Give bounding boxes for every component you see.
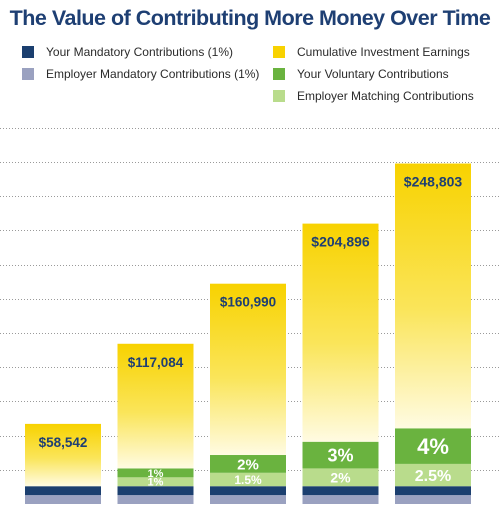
bar-segment-employer-mandatory (210, 495, 286, 504)
voluntary-percent-label: 2% (237, 456, 259, 473)
bar-segment-employer-mandatory (395, 495, 471, 504)
chart-title: The Value of Contributing More Money Ove… (9, 6, 491, 30)
legend-swatch-your-mandatory (22, 46, 34, 58)
bar-segment-your-mandatory (25, 486, 101, 496)
legend-swatch-matching (273, 90, 285, 102)
legend-label-employer-mandatory: Employer Mandatory Contributions (1%) (46, 67, 260, 81)
bar-segment-employer-mandatory (302, 495, 379, 504)
bar-segment-matching (395, 463, 471, 487)
matching-percent-label: 2% (330, 469, 351, 485)
bar-total-label: $248,803 (404, 174, 463, 190)
bar-segment-your-mandatory (395, 486, 471, 496)
bar-total-label: $160,990 (220, 295, 276, 310)
legend-label-your-mandatory: Your Mandatory Contributions (1%) (46, 45, 233, 59)
legend-label-earnings: Cumulative Investment Earnings (297, 45, 470, 59)
bar-segment-voluntary (117, 468, 194, 478)
bar-segment-your-mandatory (302, 486, 379, 496)
bar-segment-matching (117, 477, 194, 487)
legend-swatch-voluntary (273, 68, 285, 80)
bar-total-label: $58,542 (39, 435, 88, 450)
bars (25, 163, 471, 504)
matching-percent-label: 2.5% (415, 468, 451, 485)
bar-segment-earnings (395, 163, 471, 429)
bar-segment-earnings (210, 283, 286, 456)
bar-segment-matching (210, 472, 286, 487)
bar-segment-your-mandatory (210, 486, 286, 496)
voluntary-percent-label: 4% (417, 434, 449, 459)
voluntary-percent-label: 3% (327, 446, 353, 466)
bar-segment-earnings (25, 423, 101, 487)
matching-percent-label: 1% (148, 477, 164, 489)
bar-total-label: $204,896 (311, 234, 370, 250)
legend-swatch-employer-mandatory (22, 68, 34, 80)
bar-segment-earnings (302, 223, 379, 442)
bar-segment-matching (302, 468, 379, 487)
legend-label-matching: Employer Matching Contributions (297, 89, 474, 103)
bar-segment-employer-mandatory (117, 495, 194, 504)
bar-segment-your-mandatory (117, 486, 194, 496)
legend-label-voluntary: Your Voluntary Contributions (297, 67, 449, 81)
bar-segment-voluntary (210, 455, 286, 473)
bar-segment-voluntary (395, 428, 471, 464)
bar-segment-earnings (117, 343, 194, 469)
bar-segment-employer-mandatory (25, 495, 101, 504)
bar-segment-voluntary (302, 441, 379, 469)
bar-total-label: $117,084 (128, 355, 184, 370)
voluntary-percent-label: 1% (148, 468, 164, 480)
bar-labels: $58,542$117,0841%1%$160,9902%1.5%$204,89… (39, 174, 463, 489)
legend-swatch-earnings (273, 46, 285, 58)
matching-percent-label: 1.5% (234, 473, 262, 487)
